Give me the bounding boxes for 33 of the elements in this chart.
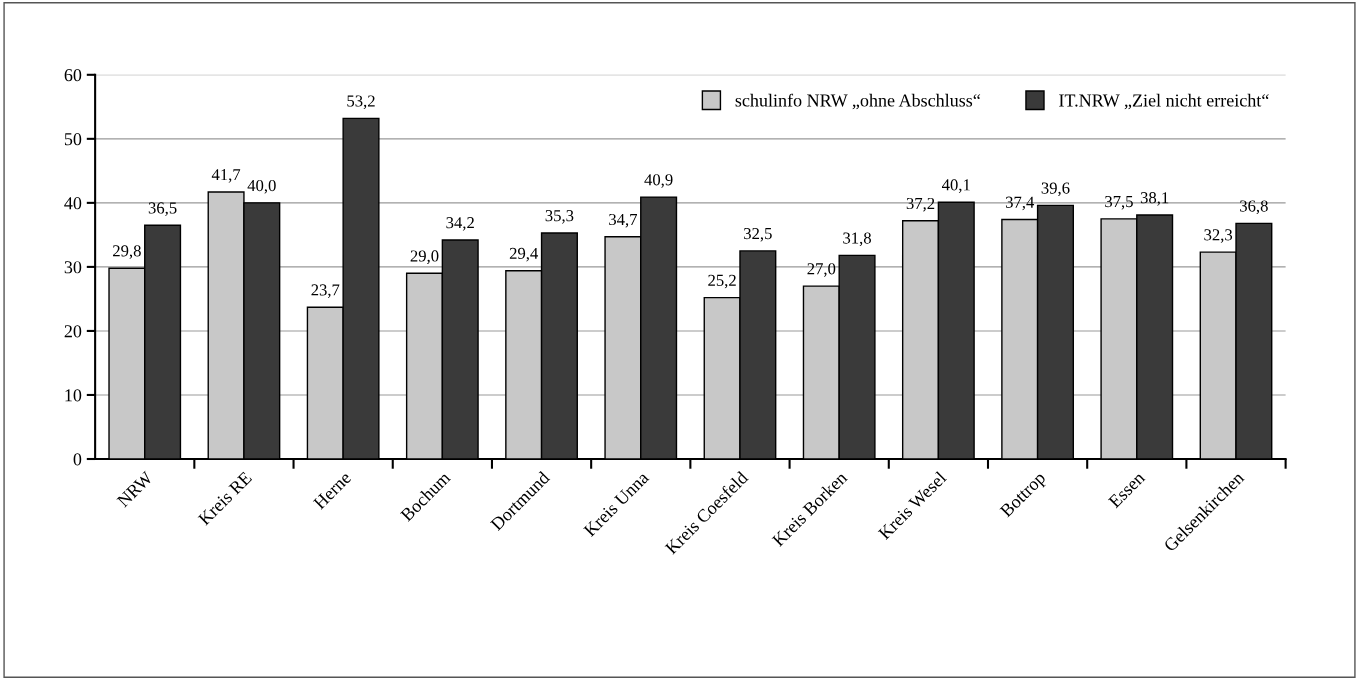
data-label: 29,8: [113, 245, 141, 259]
data-label: 40,9: [644, 174, 673, 188]
y-tick-label: 30: [64, 261, 82, 274]
data-label: 29,4: [509, 247, 539, 262]
data-label: 23,7: [311, 284, 340, 298]
data-label: 31,8: [843, 232, 871, 247]
data-label: 36,8: [1240, 200, 1268, 215]
data-label: 32,5: [744, 227, 772, 242]
y-tick-label: 20: [64, 325, 82, 338]
data-label: 38,1: [1140, 192, 1169, 206]
data-label: 37,2: [906, 197, 935, 212]
data-label: 41,7: [211, 169, 241, 183]
data-label: 34,7: [609, 213, 638, 228]
y-tick-label: 50: [64, 133, 82, 146]
data-label: 29,0: [410, 250, 439, 264]
data-label: 32,3: [1204, 229, 1233, 243]
y-tick-label: 10: [65, 389, 82, 402]
data-label: 53,2: [347, 95, 375, 110]
data-label: 34,2: [446, 217, 474, 231]
legend-label: IT.NRW „Ziel nicht erreicht“: [1059, 93, 1269, 110]
y-tick-label: 0: [73, 453, 82, 466]
data-label: 40,0: [247, 179, 276, 194]
data-label: 37,5: [1105, 195, 1133, 210]
data-label: 35,3: [545, 210, 574, 224]
data-label: 27,0: [807, 263, 836, 277]
y-tick-label: 40: [64, 197, 82, 210]
data-label: 37,4: [1005, 196, 1035, 211]
data-label: 39,6: [1041, 182, 1070, 197]
data-label: 25,2: [708, 274, 736, 289]
legend-label: schulinfo NRW „ohne Abschluss“: [735, 93, 981, 110]
data-label: 36,5: [148, 202, 177, 216]
y-tick-label: 60: [64, 69, 82, 82]
data-label: 40,1: [941, 179, 970, 193]
